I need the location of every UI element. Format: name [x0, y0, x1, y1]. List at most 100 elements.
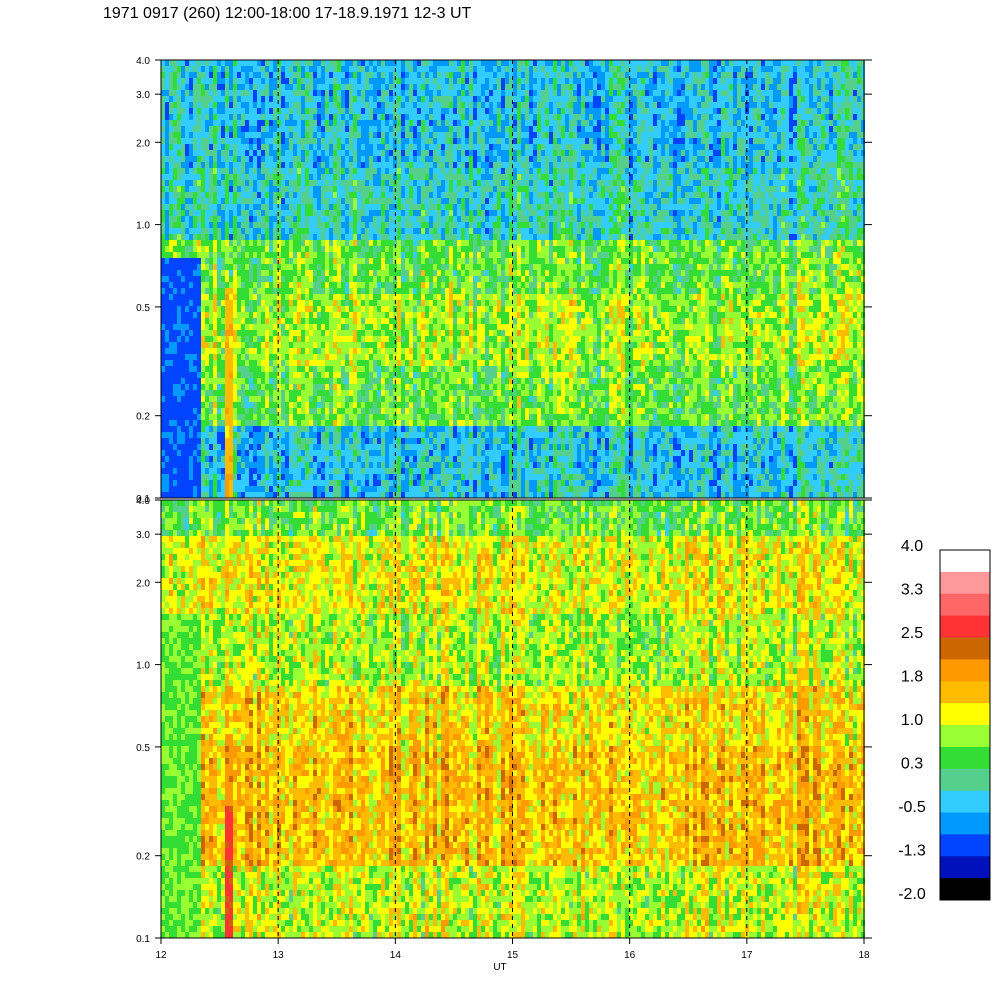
spectrogram-cell: [433, 78, 437, 84]
spectrogram-cell: [241, 312, 245, 318]
spectrogram-cell: [229, 90, 233, 96]
spectrogram-cell: [353, 264, 357, 270]
spectrogram-cell: [237, 384, 241, 390]
spectrogram-cell: [285, 486, 289, 492]
spectrogram-cell: [337, 312, 341, 318]
spectrogram-cell: [233, 162, 237, 168]
spectrogram-cell: [425, 258, 429, 264]
spectrogram-cell: [193, 426, 197, 432]
spectrogram-cell: [405, 198, 409, 204]
spectrogram-cell: [341, 486, 345, 492]
spectrogram-cell: [289, 96, 293, 102]
spectrogram-cell: [253, 144, 257, 150]
spectrogram-cell: [177, 366, 181, 372]
spectrogram-cell: [293, 90, 297, 96]
spectrogram-cell: [369, 378, 373, 384]
spectrogram-cell: [377, 300, 381, 306]
spectrogram-cell: [301, 306, 305, 312]
spectrogram-cell: [301, 96, 305, 102]
spectrogram-cell: [273, 438, 277, 444]
spectrogram-cell: [257, 444, 261, 450]
spectrogram-cell: [165, 312, 169, 318]
spectrogram-cell: [177, 162, 181, 168]
spectrogram-cell: [301, 102, 305, 108]
spectrogram-cell: [293, 474, 297, 480]
spectrogram-cell: [277, 318, 281, 324]
spectrogram-cell: [397, 66, 401, 72]
spectrogram-cell: [365, 144, 369, 150]
spectrogram-cell: [209, 156, 213, 162]
spectrogram-cell: [317, 168, 321, 174]
spectrogram-cell: [225, 108, 229, 114]
spectrogram-cell: [233, 354, 237, 360]
spectrogram-cell: [341, 240, 345, 246]
spectrogram-cell: [285, 426, 289, 432]
spectrogram-cell: [345, 198, 349, 204]
spectrogram-cell: [245, 432, 249, 438]
spectrogram-cell: [353, 486, 357, 492]
spectrogram-cell: [385, 60, 389, 66]
spectrogram-cell: [301, 408, 305, 414]
spectrogram-cell: [193, 114, 197, 120]
spectrogram-cell: [369, 234, 373, 240]
spectrogram-cell: [237, 282, 241, 288]
spectrogram-cell: [165, 372, 169, 378]
spectrogram-cell: [177, 384, 181, 390]
spectrogram-cell: [349, 270, 353, 276]
spectrogram-cell: [421, 456, 425, 462]
spectrogram-cell: [373, 492, 377, 498]
spectrogram-cell: [229, 438, 233, 444]
spectrogram-cell: [241, 192, 245, 198]
spectrogram-cell: [389, 186, 393, 192]
spectrogram-cell: [281, 252, 285, 258]
spectrogram-cell: [169, 84, 173, 90]
spectrogram-cell: [217, 108, 221, 114]
spectrogram-cell: [373, 408, 377, 414]
spectrogram-cell: [357, 186, 361, 192]
spectrogram-cell: [257, 324, 261, 330]
spectrogram-cell: [165, 246, 169, 252]
spectrogram-cell: [269, 306, 273, 312]
spectrogram-cell: [173, 174, 177, 180]
spectrogram-cell: [197, 492, 201, 498]
spectrogram-cell: [421, 468, 425, 474]
spectrogram-cell: [245, 228, 249, 234]
spectrogram-cell: [333, 276, 337, 282]
spectrogram-cell: [173, 414, 177, 420]
spectrogram-cell: [357, 264, 361, 270]
spectrogram-cell: [225, 342, 229, 348]
spectrogram-cell: [281, 120, 285, 126]
spectrogram-cell: [369, 78, 373, 84]
spectrogram-cell: [373, 144, 377, 150]
spectrogram-cell: [221, 204, 225, 210]
spectrogram-cell: [233, 282, 237, 288]
spectrogram-cell: [285, 312, 289, 318]
spectrogram-cell: [413, 186, 417, 192]
spectrogram-cell: [189, 354, 193, 360]
spectrogram-cell: [185, 408, 189, 414]
spectrogram-cell: [197, 354, 201, 360]
spectrogram-cell: [209, 342, 213, 348]
spectrogram-cell: [161, 348, 165, 354]
spectrogram-cell: [377, 240, 381, 246]
spectrogram-cell: [205, 366, 209, 372]
spectrogram-cell: [309, 204, 313, 210]
spectrogram-cell: [257, 456, 261, 462]
spectrogram-cell: [333, 108, 337, 114]
spectrogram-cell: [425, 204, 429, 210]
spectrogram-cell: [289, 348, 293, 354]
spectrogram-cell: [253, 180, 257, 186]
spectrogram-cell: [421, 348, 425, 354]
spectrogram-cell: [305, 192, 309, 198]
spectrogram-cell: [309, 72, 313, 78]
spectrogram-cell: [285, 456, 289, 462]
spectrogram-cell: [381, 348, 385, 354]
spectrogram-cell: [213, 360, 217, 366]
spectrogram-cell: [193, 282, 197, 288]
spectrogram-cell: [309, 186, 313, 192]
spectrogram-cell: [341, 468, 345, 474]
spectrogram-cell: [309, 438, 313, 444]
spectrogram-cell: [161, 432, 165, 438]
spectrogram-cell: [249, 348, 253, 354]
spectrogram-cell: [341, 126, 345, 132]
